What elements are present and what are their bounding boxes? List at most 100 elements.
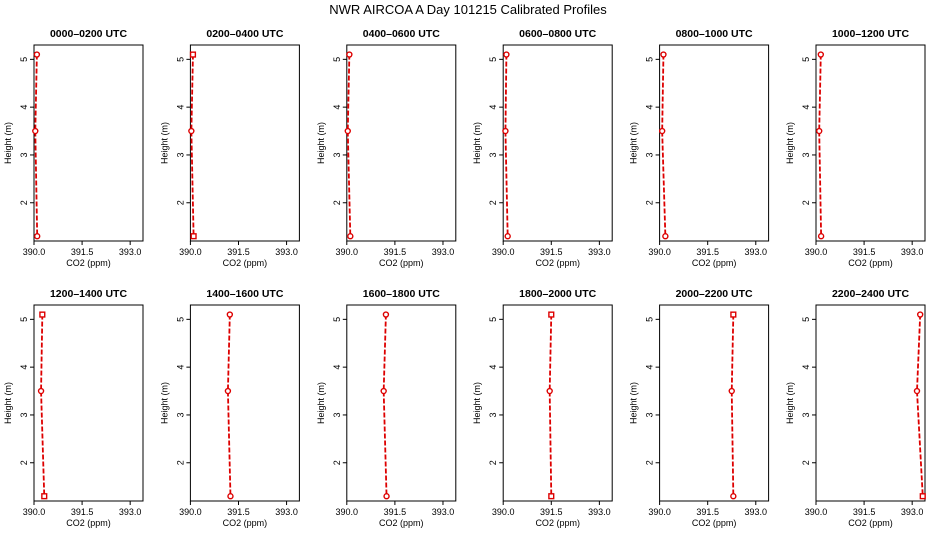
- y-tick-label: 3: [488, 412, 498, 417]
- plot-frame: [189, 44, 300, 242]
- x-axis-label: CO2 (ppm): [692, 518, 737, 528]
- x-tick-label: 390.0: [23, 247, 46, 257]
- profile-panel: 1200–1400 UTC 390.0 391.5 393.0 2 3 4 5 CO2 (ppm…: [3, 288, 144, 528]
- y-tick-label: 5: [19, 317, 29, 322]
- profile-panel: 0000–0200 UTC 390.0 391.5 393.0 2 3 4 5 CO2 (ppm…: [3, 28, 144, 268]
- profile-panel: 1800–2000 UTC 390.0 391.5 393.0 2 3 4 5 CO2 (ppm…: [472, 288, 613, 528]
- y-axis-label: Height (m): [159, 382, 169, 424]
- data-point-circle: [728, 387, 735, 395]
- data-point-square: [39, 311, 46, 318]
- plot-frame: [659, 304, 770, 502]
- y-tick-label: 5: [645, 317, 655, 322]
- data-point-circle: [546, 387, 553, 395]
- y-tick-label: 2: [488, 460, 498, 465]
- x-tick-label: 391.5: [540, 507, 563, 517]
- profile-panel: 0400–0600 UTC 390.0 391.5 393.0 2 3 4 5 CO2 (ppm…: [316, 28, 457, 268]
- x-tick-label: 391.5: [853, 247, 876, 257]
- y-tick-label: 4: [645, 105, 655, 110]
- x-tick-label: 390.0: [648, 247, 671, 257]
- plot-frame: [815, 44, 926, 242]
- y-axis-label: Height (m): [316, 122, 326, 164]
- data-point-square: [189, 51, 197, 58]
- y-tick-label: 3: [175, 152, 185, 157]
- panels-grid: 0000–0200 UTC 390.0 391.5 393.0 2 3 4 5 CO2 (ppm…: [3, 28, 926, 528]
- x-tick-label: 390.0: [492, 507, 515, 517]
- panel-title: 1000–1200 UTC: [832, 28, 909, 40]
- x-axis-label: CO2 (ppm): [223, 258, 268, 268]
- data-point-square: [548, 493, 555, 500]
- y-tick-label: 4: [801, 365, 811, 370]
- profile-panel: 1400–1600 UTC 390.0 391.5 393.0 2 3 4 5 CO2 (ppm…: [159, 288, 300, 528]
- y-tick-label: 4: [19, 365, 29, 370]
- x-tick-label: 390.0: [805, 507, 828, 517]
- profile-line: [818, 54, 823, 237]
- data-point-circle: [658, 127, 666, 135]
- profile-panel: 0600–0800 UTC 390.0 391.5 393.0 2 3 4 5 CO2 (ppm…: [472, 28, 613, 268]
- profile-line: [661, 54, 667, 237]
- y-tick-label: 4: [801, 105, 811, 110]
- y-tick-label: 3: [645, 412, 655, 417]
- x-tick-label: 393.0: [588, 507, 611, 517]
- panel-title: 2200–2400 UTC: [832, 288, 909, 300]
- profile-line: [40, 314, 46, 497]
- x-tick-label: 393.0: [432, 507, 455, 517]
- y-tick-label: 2: [801, 200, 811, 205]
- x-tick-label: 391.5: [696, 507, 719, 517]
- y-tick-label: 2: [645, 200, 655, 205]
- x-tick-label: 390.0: [805, 247, 828, 257]
- panel-title: 0200–0400 UTC: [206, 28, 283, 40]
- data-point-circle: [32, 127, 39, 135]
- y-tick-label: 4: [488, 365, 498, 370]
- y-tick-label: 5: [801, 317, 811, 322]
- data-point-square: [919, 493, 926, 500]
- x-tick-label: 391.5: [384, 507, 407, 517]
- plot-frame: [189, 304, 300, 502]
- data-point-circle: [913, 387, 921, 395]
- profile-line: [916, 314, 924, 497]
- panel-title: 1400–1600 UTC: [206, 288, 283, 300]
- x-axis-label: CO2 (ppm): [379, 518, 424, 528]
- data-point-circle: [817, 233, 825, 240]
- data-point-circle: [346, 51, 353, 58]
- y-axis-label: Height (m): [316, 382, 326, 424]
- y-tick-label: 5: [332, 317, 342, 322]
- profile-panel: 2000–2200 UTC 390.0 391.5 393.0 2 3 4 5 CO2 (ppm…: [629, 288, 770, 528]
- data-point-circle: [344, 127, 351, 135]
- y-tick-label: 2: [175, 460, 185, 465]
- y-tick-label: 2: [801, 460, 811, 465]
- y-tick-label: 4: [175, 105, 185, 110]
- plot-frame: [33, 44, 144, 242]
- profile-panel: 0800–1000 UTC 390.0 391.5 393.0 2 3 4 5 CO2 (ppm…: [629, 28, 770, 268]
- data-point-circle: [380, 387, 387, 395]
- y-tick-label: 5: [801, 57, 811, 62]
- panel-title: 1200–1400 UTC: [50, 288, 127, 300]
- plot-frame: [659, 44, 770, 242]
- y-tick-label: 3: [332, 152, 342, 157]
- profile-line: [190, 54, 195, 237]
- data-point-square: [730, 311, 737, 318]
- x-axis-label: CO2 (ppm): [535, 258, 580, 268]
- plot-frame: [815, 304, 926, 502]
- x-tick-label: 391.5: [227, 247, 250, 257]
- x-tick-label: 393.0: [275, 247, 298, 257]
- panel-title: 0400–0600 UTC: [363, 28, 440, 40]
- profile-panel: 2200–2400 UTC 390.0 391.5 393.0 2 3 4 5 CO2 (ppm…: [785, 288, 926, 528]
- x-axis-label: CO2 (ppm): [535, 518, 580, 528]
- y-axis-label: Height (m): [785, 122, 795, 164]
- panel-title: 0600–0800 UTC: [519, 28, 596, 40]
- figure-title: NWR AIRCOA A Day 101215 Calibrated Profi…: [329, 2, 607, 17]
- y-tick-label: 5: [488, 317, 498, 322]
- y-tick-label: 2: [332, 200, 342, 205]
- x-axis-label: CO2 (ppm): [223, 518, 268, 528]
- data-point-circle: [503, 51, 510, 58]
- y-axis-label: Height (m): [159, 122, 169, 164]
- profile-panel: 0200–0400 UTC 390.0 391.5 393.0 2 3 4 5 CO2 (ppm…: [159, 28, 300, 268]
- data-point-square: [41, 493, 48, 500]
- x-axis-label: CO2 (ppm): [66, 518, 111, 528]
- x-tick-label: 390.0: [336, 507, 359, 517]
- x-tick-label: 390.0: [336, 247, 359, 257]
- y-tick-label: 4: [488, 105, 498, 110]
- profile-line: [504, 54, 509, 237]
- data-point-square: [190, 233, 197, 240]
- x-tick-label: 390.0: [179, 247, 202, 257]
